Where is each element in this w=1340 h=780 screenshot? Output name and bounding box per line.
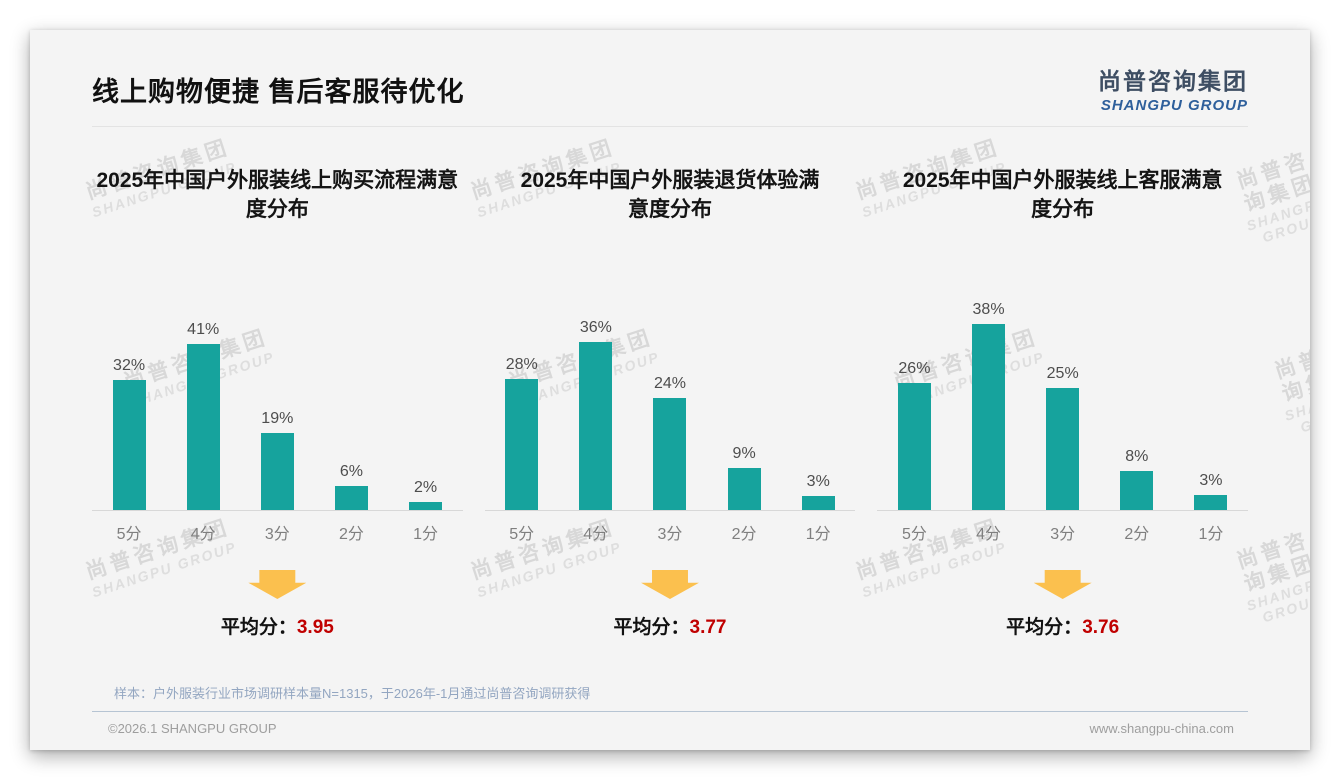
slide-header: 线上购物便捷 售后客服待优化 尚普咨询集团 SHANGPU GROUP xyxy=(92,68,1248,114)
bar xyxy=(653,398,687,510)
bar-group: 9% xyxy=(711,445,777,510)
bar-value-label: 26% xyxy=(898,360,931,377)
category-label: 5分 xyxy=(509,526,535,543)
sample-note: 样本：户外服装行业市场调研样本量N=1315，于2026年-1月通过尚普咨询调研… xyxy=(114,686,591,701)
company-logo: 尚普咨询集团 SHANGPU GROUP xyxy=(1098,62,1248,114)
charts-row: 2025年中国户外服装线上购买流程满意 度分布 32% 41% 19% 6% 2% 5分 4分… xyxy=(92,167,1249,639)
average-score: 平均分：3.95 xyxy=(221,612,334,639)
bar xyxy=(1046,388,1080,510)
slide: 尚普咨询集团 SHANGPU GROUP 尚普咨询集团 SHANGPU GROUP 尚普… xyxy=(30,30,1310,750)
footer-copyright: ©2026.1 SHANGPU GROUP xyxy=(108,721,277,736)
slide-content: 线上购物便捷 售后客服待优化 尚普咨询集团 SHANGPU GROUP 2025… xyxy=(30,30,1310,750)
bar xyxy=(1194,495,1228,510)
bar-group: 3% xyxy=(785,473,851,510)
bar-group: 2% xyxy=(393,479,459,510)
average-score-label: 平均分： xyxy=(1006,617,1083,638)
category-label: 4分 xyxy=(190,526,216,543)
chart-title: 2025年中国户外服装线上客服满意 度分布 xyxy=(902,169,1223,221)
bar-value-label: 3% xyxy=(1199,472,1223,489)
bar-value-label: 2% xyxy=(414,479,438,496)
bar-group: 19% xyxy=(244,410,310,510)
bar-group: 32% xyxy=(96,357,162,510)
bar-group: 26% xyxy=(881,360,947,510)
footer-divider xyxy=(92,711,1248,712)
average-score-label: 平均分： xyxy=(220,617,297,638)
bar-value-label: 28% xyxy=(505,356,538,373)
bar-group: 6% xyxy=(318,463,384,510)
title-divider xyxy=(92,126,1248,127)
category-label: 4分 xyxy=(583,526,609,543)
slide-footer: ©2026.1 SHANGPU GROUP www.shangpu-china.… xyxy=(92,721,1248,736)
category-label: 3分 xyxy=(657,526,683,543)
bar-value-label: 9% xyxy=(732,445,756,462)
category-axis: 5分 4分 3分 2分 1分 xyxy=(877,511,1248,544)
bar xyxy=(186,344,220,510)
bar-value-label: 38% xyxy=(972,301,1005,318)
category-label: 5分 xyxy=(901,526,927,543)
category-label: 1分 xyxy=(1198,526,1224,543)
bar xyxy=(972,324,1006,510)
category-label: 4分 xyxy=(976,526,1001,543)
bar xyxy=(801,496,835,510)
bar-value-label: 19% xyxy=(261,410,294,427)
logo-text-cn: 尚普咨询集团 xyxy=(1098,68,1248,94)
bar-value-label: 3% xyxy=(806,473,830,490)
bar-group: 8% xyxy=(1104,448,1170,510)
average-score: 平均分：3.77 xyxy=(614,612,727,639)
bar xyxy=(505,379,539,510)
average-score-label: 平均分： xyxy=(613,617,690,638)
category-label: 1分 xyxy=(413,526,439,543)
category-label: 2分 xyxy=(1124,526,1150,543)
bar-value-label: 6% xyxy=(339,463,363,480)
chart-title: 2025年中国户外服装退货体验满 意度分布 xyxy=(520,169,820,221)
down-arrow-icon xyxy=(248,570,307,599)
down-arrow-icon xyxy=(641,570,699,599)
chart-1: 2025年中国户外服装线上购买流程满意 度分布 32% 41% 19% 6% 2% 5分 4分… xyxy=(92,167,463,639)
bar-group: 36% xyxy=(563,319,629,510)
average-score: 平均分：3.76 xyxy=(1006,612,1119,639)
bar xyxy=(1120,471,1154,510)
bar-value-label: 25% xyxy=(1046,365,1079,382)
bar-group: 41% xyxy=(170,321,236,510)
bar xyxy=(334,486,368,510)
bar-value-label: 36% xyxy=(579,319,612,336)
category-label: 2分 xyxy=(338,526,364,543)
bar-group: 24% xyxy=(637,375,703,510)
footer-url: www.shangpu-china.com xyxy=(1089,721,1234,736)
average-score-value: 3.77 xyxy=(689,617,727,638)
page-title: 线上购物便捷 售后客服待优化 xyxy=(92,77,465,107)
bar xyxy=(112,380,146,510)
bar-plot-area: 32% 41% 19% 6% 2% xyxy=(92,281,463,511)
average-score-value: 3.95 xyxy=(296,617,334,638)
chart-title: 2025年中国户外服装线上购买流程满意 度分布 xyxy=(96,169,459,221)
bar xyxy=(409,502,443,510)
bar-value-label: 8% xyxy=(1125,448,1149,465)
bar-value-label: 32% xyxy=(113,357,146,374)
bar xyxy=(897,383,931,510)
category-label: 3分 xyxy=(264,526,290,543)
bar-group: 25% xyxy=(1030,365,1096,510)
category-axis: 5分 4分 3分 2分 1分 xyxy=(485,511,856,544)
chart-3: 2025年中国户外服装线上客服满意 度分布 26% 38% 25% 8% 3% 5分 4分 3分… xyxy=(877,167,1249,639)
category-label: 3分 xyxy=(1050,526,1076,543)
bar-group: 3% xyxy=(1178,472,1244,510)
down-arrow-icon xyxy=(1033,570,1092,599)
bar-plot-area: 28% 36% 24% 9% 3% xyxy=(484,281,856,511)
bar-group: 38% xyxy=(956,301,1022,510)
bar-plot-area: 26% 38% 25% 8% 3% xyxy=(877,281,1249,511)
category-label: 5分 xyxy=(116,526,142,543)
logo-text-en: SHANGPU GROUP xyxy=(1100,97,1248,114)
bar xyxy=(260,433,294,510)
bar xyxy=(727,468,761,510)
bar-group: 28% xyxy=(489,356,555,510)
category-label: 2分 xyxy=(731,526,757,543)
bar xyxy=(579,342,613,510)
bar-value-label: 41% xyxy=(187,321,220,338)
average-score-value: 3.76 xyxy=(1082,617,1120,638)
category-label: 1分 xyxy=(805,526,831,543)
category-axis: 5分 4分 3分 2分 1分 xyxy=(92,511,463,544)
chart-2: 2025年中国户外服装退货体验满 意度分布 28% 36% 24% 9% 3% 5分 4分 3分… xyxy=(484,167,856,639)
bar-value-label: 24% xyxy=(653,375,686,392)
